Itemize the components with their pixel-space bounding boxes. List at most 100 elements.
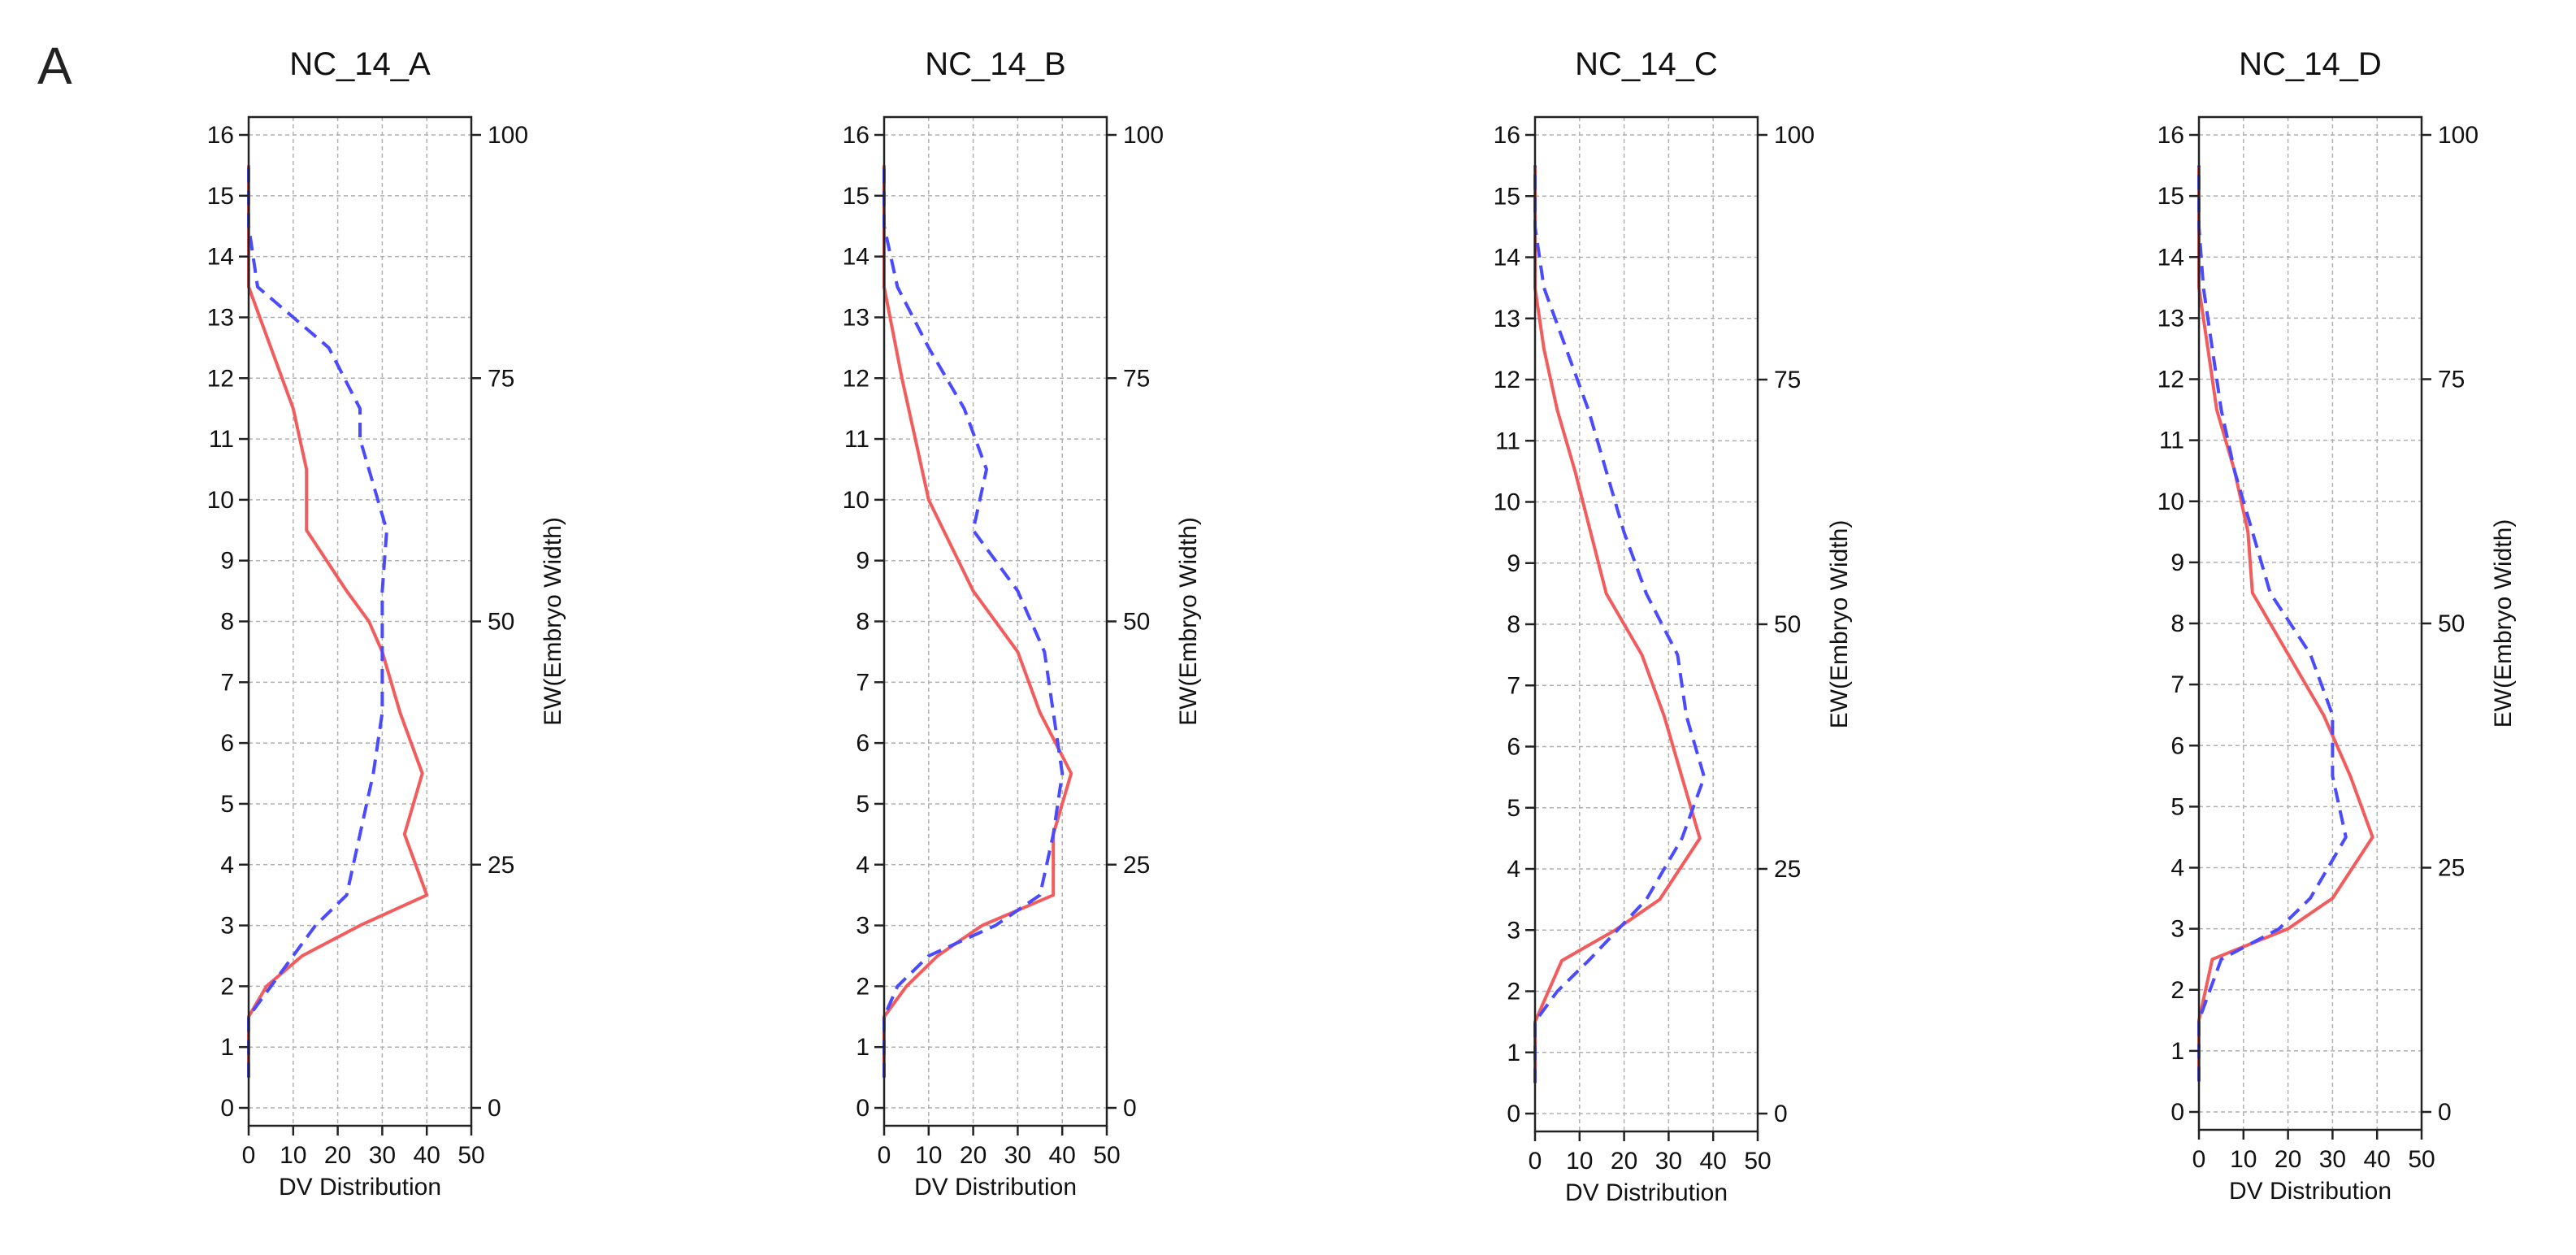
y-tick-label: 4	[220, 852, 234, 879]
x-tick-label: 0	[878, 1142, 891, 1169]
x-tick-label: 10	[915, 1142, 942, 1169]
y2-tick-label: 25	[488, 852, 514, 879]
y-tick-label: 0	[220, 1095, 234, 1122]
y-tick-label: 12	[207, 365, 234, 392]
y-tick-label: 5	[220, 791, 234, 818]
y-tick-label: 6	[220, 730, 234, 757]
y2-tick-label: 100	[488, 122, 528, 149]
chart-title: NC_14_D	[2239, 46, 2382, 82]
y-tick-label: 3	[2171, 916, 2184, 943]
y-tick-label: 15	[2158, 183, 2184, 210]
y-tick-label: 3	[220, 913, 234, 940]
y-tick-label: 2	[856, 973, 870, 1000]
y2-tick-label: 50	[1123, 609, 1150, 636]
x-axis-label: DV Distribution	[279, 1174, 441, 1201]
y2-tick-label: 0	[488, 1095, 501, 1122]
y2-tick-label: 100	[1774, 122, 1815, 149]
x-tick-label: 30	[369, 1142, 396, 1169]
y2-tick-label: 75	[2438, 367, 2465, 393]
series-line-solid	[883, 165, 1073, 1078]
y-tick-label: 6	[856, 730, 870, 757]
y2-tick-label: 25	[2438, 855, 2465, 882]
y-tick-label: 9	[2171, 549, 2184, 576]
y-tick-label: 2	[2171, 977, 2184, 1004]
y2-tick-label: 50	[1774, 611, 1801, 638]
y-tick-label: 12	[1494, 367, 1520, 393]
x-tick-label: 20	[1611, 1148, 1637, 1175]
y-tick-label: 1	[856, 1034, 870, 1061]
y-tick-label: 14	[207, 244, 234, 271]
y-tick-label: 11	[209, 426, 234, 453]
y-tick-label: 15	[843, 183, 870, 210]
y-tick-label: 10	[1494, 489, 1520, 516]
y-tick-label: 8	[2171, 610, 2184, 637]
x-tick-label: 10	[280, 1142, 306, 1169]
y2-tick-label: 0	[1123, 1095, 1137, 1122]
x-tick-label: 20	[960, 1142, 987, 1169]
x-tick-label: 20	[2275, 1146, 2301, 1173]
y-tick-label: 3	[1507, 917, 1520, 944]
x-tick-label: 10	[1566, 1148, 1593, 1175]
x-tick-label: 0	[242, 1142, 256, 1169]
y2-axis-label: EW(Embryo Width)	[1175, 517, 1202, 726]
series-line-dashed	[2197, 165, 2348, 1082]
y2-tick-label: 100	[1123, 122, 1164, 149]
x-tick-label: 0	[1529, 1148, 1542, 1175]
x-tick-label: 40	[414, 1142, 440, 1169]
y-tick-label: 4	[2171, 855, 2184, 882]
y2-tick-label: 25	[1774, 856, 1801, 883]
y2-axis-label: EW(Embryo Width)	[2490, 519, 2517, 728]
y-tick-label: 7	[856, 669, 870, 696]
x-tick-label: 40	[2364, 1146, 2391, 1173]
y-tick-label: 10	[2158, 489, 2184, 515]
y-tick-label: 13	[843, 304, 870, 331]
y-tick-label: 14	[843, 244, 870, 271]
y-tick-label: 16	[2158, 122, 2184, 149]
y-tick-label: 11	[844, 426, 870, 453]
series-line-dashed	[1533, 165, 1706, 1083]
y-tick-label: 12	[843, 365, 870, 392]
y-tick-label: 11	[1495, 428, 1520, 454]
y-tick-label: 16	[843, 122, 870, 149]
chart-title: NC_14_A	[289, 46, 431, 82]
x-tick-label: 20	[324, 1142, 351, 1169]
series-line-solid	[2197, 165, 2374, 1082]
y-tick-label: 9	[220, 548, 234, 575]
y-tick-label: 7	[2171, 671, 2184, 698]
y-tick-label: 3	[856, 913, 870, 940]
y-tick-label: 13	[1494, 306, 1520, 332]
y2-axis-label: EW(Embryo Width)	[1826, 520, 1853, 729]
y-tick-label: 13	[2158, 305, 2184, 332]
y-tick-label: 11	[2159, 428, 2184, 454]
x-axis-label: DV Distribution	[2229, 1178, 2392, 1205]
series-line-dashed	[247, 165, 388, 1078]
y-tick-label: 4	[1507, 856, 1520, 883]
x-tick-label: 50	[1093, 1142, 1120, 1169]
y-tick-label: 10	[207, 487, 234, 514]
y2-axis-label: EW(Embryo Width)	[540, 517, 566, 726]
x-tick-label: 50	[458, 1142, 484, 1169]
y2-tick-label: 50	[488, 609, 514, 636]
y-tick-label: 4	[856, 852, 870, 879]
y-tick-label: 16	[1494, 122, 1520, 149]
y-tick-label: 8	[856, 609, 870, 636]
y2-tick-label: 25	[1123, 852, 1150, 879]
panel-letter: A	[37, 37, 72, 95]
x-tick-label: 30	[1004, 1142, 1031, 1169]
y2-tick-label: 75	[488, 365, 514, 392]
x-tick-label: 40	[1049, 1142, 1076, 1169]
series-line-dashed	[883, 165, 1065, 1078]
x-tick-label: 0	[2192, 1146, 2206, 1173]
y-tick-label: 15	[207, 183, 234, 210]
y2-tick-label: 50	[2438, 610, 2465, 637]
y-tick-label: 12	[2158, 367, 2184, 393]
y-tick-label: 1	[2171, 1038, 2184, 1065]
y-tick-label: 1	[220, 1034, 234, 1061]
y-tick-label: 8	[220, 609, 234, 636]
y2-tick-label: 100	[2438, 122, 2478, 149]
y-tick-label: 14	[1494, 245, 1520, 271]
y-tick-label: 15	[1494, 183, 1520, 210]
